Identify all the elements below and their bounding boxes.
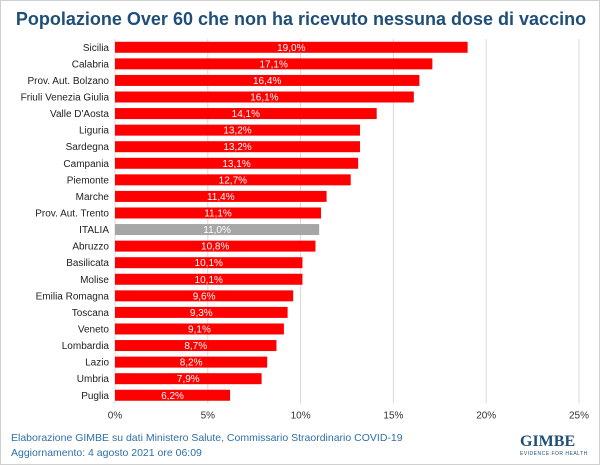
- data-label: 13,2%: [223, 126, 251, 137]
- data-label: 11,4%: [207, 192, 235, 203]
- category-label: Lazio: [85, 358, 109, 369]
- x-tick-label: 10%: [291, 411, 311, 422]
- data-label: 11,1%: [204, 208, 232, 219]
- bar: [115, 108, 377, 120]
- category-label: Sardegna: [66, 142, 110, 153]
- bar: [115, 157, 359, 169]
- data-label: 10,1%: [195, 275, 223, 286]
- data-label: 17,1%: [260, 59, 288, 70]
- x-tick-label: 5%: [201, 411, 216, 422]
- category-label: Puglia: [81, 391, 109, 402]
- x-tick-label: 25%: [569, 411, 589, 422]
- category-label: Valle D'Aosta: [50, 109, 109, 120]
- category-label: Toscana: [72, 308, 110, 319]
- category-label: Emilia Romagna: [36, 291, 110, 302]
- logo-tagline: EVIDENCE FOR HEALTH: [520, 451, 588, 457]
- data-label: 13,1%: [222, 159, 250, 170]
- data-label: 9,1%: [188, 324, 211, 335]
- bar: [115, 273, 303, 285]
- bar: [115, 356, 268, 368]
- bar-chart: 0% 5% 10% 15% 20% 25% Sicilia 19,0% Calabria 17,1…: [21, 39, 589, 422]
- logo-name: GIMBE: [520, 433, 576, 450]
- category-label: Piemonte: [67, 175, 110, 186]
- bar: [115, 174, 351, 186]
- category-label: Abruzzo: [72, 242, 109, 253]
- bar: [115, 41, 468, 53]
- category-label: Umbria: [77, 374, 110, 385]
- category-label: Prov. Aut. Bolzano: [27, 76, 109, 87]
- data-label: 9,6%: [193, 291, 216, 302]
- category-label: Lombardia: [62, 341, 110, 352]
- bar: [115, 389, 231, 401]
- data-label: 19,0%: [277, 43, 305, 54]
- source-note: Elaborazione GIMBE su dati Ministero Sal…: [11, 432, 403, 444]
- x-tick-label: 20%: [476, 411, 496, 422]
- gimbe-logo: GIMBE EVIDENCE FOR HEALTH: [520, 433, 588, 457]
- data-label: 10,1%: [195, 258, 223, 269]
- bar: [115, 306, 288, 318]
- category-label: Liguria: [79, 126, 109, 137]
- category-label: Sicilia: [83, 43, 110, 54]
- category-label: Calabria: [72, 59, 110, 70]
- bar: [115, 240, 316, 252]
- bar: [115, 207, 322, 219]
- update-note: Aggiornamento: 4 agosto 2021 ore 06:09: [11, 447, 202, 459]
- bar: [115, 190, 327, 202]
- data-label: 16,1%: [250, 92, 278, 103]
- x-tick-label: 0%: [108, 411, 123, 422]
- bar: [115, 91, 414, 103]
- bar: [115, 290, 294, 302]
- category-label: Veneto: [78, 324, 110, 335]
- bar: [115, 323, 284, 335]
- data-label: 9,3%: [190, 308, 213, 319]
- category-label: Friuli Venezia Giulia: [21, 92, 110, 103]
- bar: [115, 141, 360, 153]
- category-label: ITALIA: [79, 225, 109, 236]
- bar: [115, 257, 303, 269]
- data-label: 14,1%: [232, 109, 260, 120]
- data-label: 8,2%: [180, 358, 203, 369]
- footer: Elaborazione GIMBE su dati Ministero Sal…: [11, 431, 403, 461]
- data-label: 16,4%: [253, 76, 281, 87]
- x-tick-label: 15%: [383, 411, 403, 422]
- bar: [115, 74, 420, 86]
- data-label: 12,7%: [219, 175, 247, 186]
- category-label: Prov. Aut. Trento: [35, 208, 109, 219]
- chart-title: Popolazione Over 60 che non ha ricevuto …: [15, 9, 587, 29]
- data-label: 13,2%: [223, 142, 251, 153]
- data-label: 10,8%: [201, 242, 229, 253]
- data-label: 11,0%: [203, 225, 231, 236]
- data-label: 7,9%: [177, 374, 200, 385]
- category-label: Basilicata: [66, 258, 109, 269]
- data-label: 8,7%: [184, 341, 207, 352]
- bar: [115, 224, 320, 236]
- bar: [115, 124, 360, 136]
- category-label: Campania: [63, 159, 109, 170]
- bar: [115, 340, 277, 352]
- data-label: 6,2%: [161, 391, 184, 402]
- bar: [115, 373, 262, 385]
- bar: [115, 58, 433, 70]
- category-label: Marche: [76, 192, 110, 203]
- category-label: Molise: [80, 275, 109, 286]
